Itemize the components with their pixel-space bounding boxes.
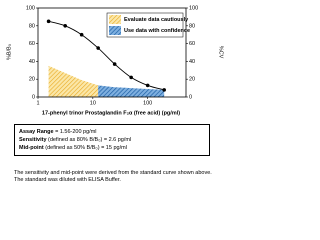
- plot-frame: [37, 7, 187, 98]
- x-tick-label: 10: [90, 100, 96, 106]
- note-text: = 1.56-200 pg/ml: [55, 129, 97, 135]
- y2-axis-label: %CV: [218, 46, 224, 59]
- note-text: (defined as 80% B/B₀) = 2.6 pg/ml: [48, 137, 132, 143]
- note-label: Mid-point: [19, 145, 44, 151]
- y2-tick-label: 100: [189, 5, 198, 11]
- data-point: [145, 83, 150, 88]
- data-point: [63, 24, 67, 28]
- data-point: [79, 32, 84, 37]
- data-point: [112, 62, 117, 66]
- legend-label: Evaluate data cautiously: [124, 17, 189, 23]
- data-point: [162, 88, 166, 92]
- y-tick-label: 0: [32, 94, 35, 100]
- legend-swatch: [109, 15, 121, 24]
- y-tick-label: 100: [26, 5, 35, 11]
- chart: %B/B₀ %CV 17-phenyl trinor Prostaglandin…: [6, 5, 224, 116]
- y2-tick-label: 20: [189, 77, 195, 83]
- y2-tick-label: 40: [189, 59, 195, 65]
- page: %B/B₀ %CV 17-phenyl trinor Prostaglandin…: [6, 5, 224, 183]
- cv-area: [48, 65, 99, 97]
- legend: Evaluate data cautiously Use data with co…: [106, 12, 190, 38]
- note-line: Mid-point (defined as 50% B/B₀) = 15 pg/…: [19, 144, 205, 152]
- x-tick-label: 100: [143, 100, 152, 106]
- x-axis-label: 17-phenyl trinor Prostaglandin F₂α (free…: [42, 110, 180, 116]
- y2-tick-label: 60: [189, 41, 195, 47]
- legend-label: Use data with confidence: [124, 28, 190, 34]
- note-text: (defined as 50% B/B₀) = 15 pg/ml: [45, 145, 127, 151]
- data-point: [46, 19, 51, 24]
- y-tick-label: 40: [29, 59, 35, 65]
- y-tick-label: 60: [29, 41, 35, 47]
- cv-area: [98, 85, 165, 97]
- y2-tick-label: 0: [189, 94, 192, 100]
- y2-tick-label: 80: [189, 23, 195, 29]
- note-line: Sensitivity (defined as 80% B/B₀) = 2.6 …: [19, 136, 205, 144]
- note-paragraph: The sensitivity and mid-point were deriv…: [14, 170, 212, 183]
- y-axis-label: %B/B₀: [6, 44, 12, 60]
- y-tick-label: 80: [29, 23, 35, 29]
- note-label: Assay Range: [19, 129, 54, 135]
- note-line: Assay Range = 1.56-200 pg/ml: [19, 128, 205, 136]
- x-tick-label: 1: [36, 100, 39, 106]
- legend-swatch: [109, 26, 121, 35]
- note-label: Sensitivity: [19, 137, 47, 143]
- data-point: [96, 46, 100, 50]
- data-point: [129, 75, 133, 80]
- assay-notes: Assay Range = 1.56-200 pg/ml Sensitivity…: [14, 124, 210, 156]
- y-tick-label: 20: [29, 77, 35, 83]
